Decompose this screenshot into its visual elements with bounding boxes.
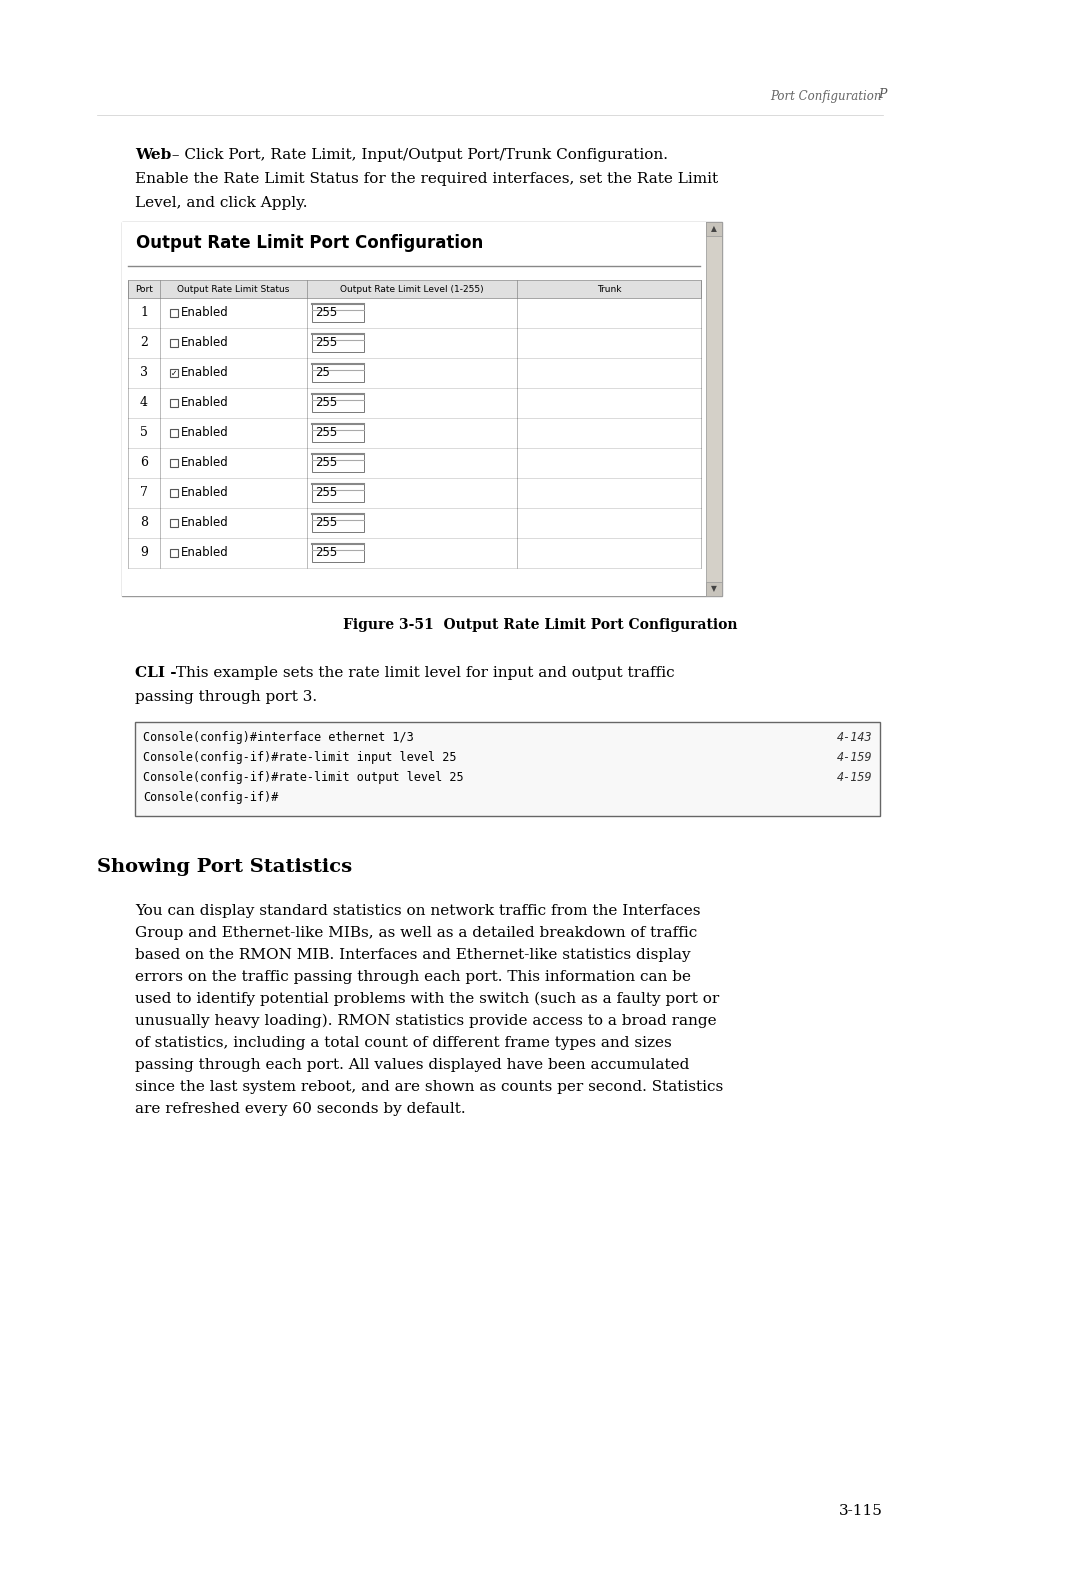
Text: 5: 5 (140, 427, 148, 440)
Bar (312, 513, 364, 532)
Text: CLI -: CLI - (135, 666, 177, 680)
Text: since the last system reboot, and are shown as counts per second. Statistics: since the last system reboot, and are sh… (135, 1080, 724, 1094)
Text: Level, and click Apply.: Level, and click Apply. (135, 196, 308, 210)
Bar (129, 418, 701, 447)
Text: Enabled: Enabled (181, 427, 229, 440)
Text: 4-143: 4-143 (836, 732, 872, 744)
Text: 8: 8 (140, 517, 148, 529)
Text: 4-159: 4-159 (836, 771, 872, 783)
Bar (170, 488, 178, 498)
Text: Console(config-if)#: Console(config-if)# (143, 791, 279, 804)
Bar (135, 722, 880, 816)
Bar (129, 539, 701, 568)
Text: 1: 1 (140, 306, 148, 320)
Bar (312, 394, 364, 411)
Text: P: P (878, 88, 887, 100)
Text: errors on the traffic passing through each port. This information can be: errors on the traffic passing through ea… (135, 970, 691, 984)
Text: 255: 255 (315, 517, 337, 529)
Bar (170, 369, 178, 377)
Text: ▲: ▲ (711, 225, 717, 234)
Text: Enabled: Enabled (181, 397, 229, 410)
Bar (129, 298, 701, 328)
Text: Figure 3-51  Output Rate Limit Port Configuration: Figure 3-51 Output Rate Limit Port Confi… (342, 619, 738, 633)
Text: Port: Port (135, 284, 153, 294)
Bar (312, 543, 364, 562)
Text: Enabled: Enabled (181, 366, 229, 380)
Bar (706, 221, 723, 236)
Text: Console(config-if)#rate-limit input level 25: Console(config-if)#rate-limit input leve… (143, 750, 457, 765)
Bar (312, 364, 364, 382)
Text: are refreshed every 60 seconds by default.: are refreshed every 60 seconds by defaul… (135, 1102, 465, 1116)
Text: Enabled: Enabled (181, 306, 229, 320)
Text: ▼: ▼ (711, 584, 717, 593)
Text: Output Rate Limit Level (1-255): Output Rate Limit Level (1-255) (340, 284, 484, 294)
Text: 4: 4 (140, 397, 148, 410)
Text: passing through each port. All values displayed have been accumulated: passing through each port. All values di… (135, 1058, 689, 1072)
Text: 3: 3 (140, 366, 148, 380)
Text: 2: 2 (140, 336, 148, 350)
Bar (129, 388, 701, 418)
Text: Enabled: Enabled (181, 336, 229, 350)
Text: 255: 255 (315, 427, 337, 440)
Text: – Click Port, Rate Limit, Input/Output Port/Trunk Configuration.: – Click Port, Rate Limit, Input/Output P… (167, 148, 669, 162)
Text: Showing Port Statistics: Showing Port Statistics (97, 857, 352, 876)
Bar (312, 305, 364, 322)
Text: Console(config-if)#rate-limit output level 25: Console(config-if)#rate-limit output lev… (143, 771, 463, 783)
Text: ✓: ✓ (171, 369, 177, 377)
Text: Web: Web (135, 148, 172, 162)
Text: Enable the Rate Limit Status for the required interfaces, set the Rate Limit: Enable the Rate Limit Status for the req… (135, 173, 718, 185)
Text: unusually heavy loading). RMON statistics provide access to a broad range: unusually heavy loading). RMON statistic… (135, 1014, 717, 1028)
Text: 25: 25 (315, 366, 329, 380)
Text: 255: 255 (315, 306, 337, 320)
Bar (170, 429, 178, 436)
Bar (312, 454, 364, 473)
Bar (129, 477, 701, 509)
Text: Enabled: Enabled (181, 487, 229, 499)
Text: 255: 255 (315, 487, 337, 499)
Bar (122, 221, 723, 597)
Text: 3-115: 3-115 (839, 1504, 883, 1518)
Text: Enabled: Enabled (181, 546, 229, 559)
Bar (122, 221, 706, 597)
Text: Group and Ethernet-like MIBs, as well as a detailed breakdown of traffic: Group and Ethernet-like MIBs, as well as… (135, 926, 698, 940)
Bar (170, 520, 178, 528)
Text: 9: 9 (140, 546, 148, 559)
Text: 7: 7 (140, 487, 148, 499)
Text: Trunk: Trunk (597, 284, 621, 294)
Bar (129, 447, 701, 477)
Bar (312, 334, 364, 352)
Text: Enabled: Enabled (181, 457, 229, 469)
Bar (129, 279, 701, 298)
Bar (170, 309, 178, 317)
Text: used to identify potential problems with the switch (such as a faulty port or: used to identify potential problems with… (135, 992, 719, 1006)
Text: 255: 255 (315, 457, 337, 469)
Bar (129, 358, 701, 388)
Bar (312, 424, 364, 443)
Bar (129, 328, 701, 358)
Text: Output Rate Limit Status: Output Rate Limit Status (177, 284, 289, 294)
Text: Console(config)#interface ethernet 1/3: Console(config)#interface ethernet 1/3 (143, 732, 414, 744)
Text: of statistics, including a total count of different frame types and sizes: of statistics, including a total count o… (135, 1036, 672, 1050)
Text: 255: 255 (315, 546, 337, 559)
Bar (170, 458, 178, 466)
Bar (170, 339, 178, 347)
Bar (170, 550, 178, 557)
Bar (312, 484, 364, 502)
Text: 4-159: 4-159 (836, 750, 872, 765)
Text: Output Rate Limit Port Configuration: Output Rate Limit Port Configuration (136, 234, 483, 253)
Text: Enabled: Enabled (181, 517, 229, 529)
Bar (706, 221, 723, 597)
Text: This example sets the rate limit level for input and output traffic: This example sets the rate limit level f… (171, 666, 675, 680)
Text: passing through port 3.: passing through port 3. (135, 689, 318, 703)
Text: 6: 6 (140, 457, 148, 469)
Text: based on the RMON MIB. Interfaces and Ethernet-like statistics display: based on the RMON MIB. Interfaces and Et… (135, 948, 690, 962)
Text: 255: 255 (315, 397, 337, 410)
Bar (706, 582, 723, 597)
Bar (129, 509, 701, 539)
Text: Port Configuration: Port Configuration (770, 89, 882, 104)
Text: You can display standard statistics on network traffic from the Interfaces: You can display standard statistics on n… (135, 904, 701, 918)
Text: 255: 255 (315, 336, 337, 350)
Bar (170, 399, 178, 407)
